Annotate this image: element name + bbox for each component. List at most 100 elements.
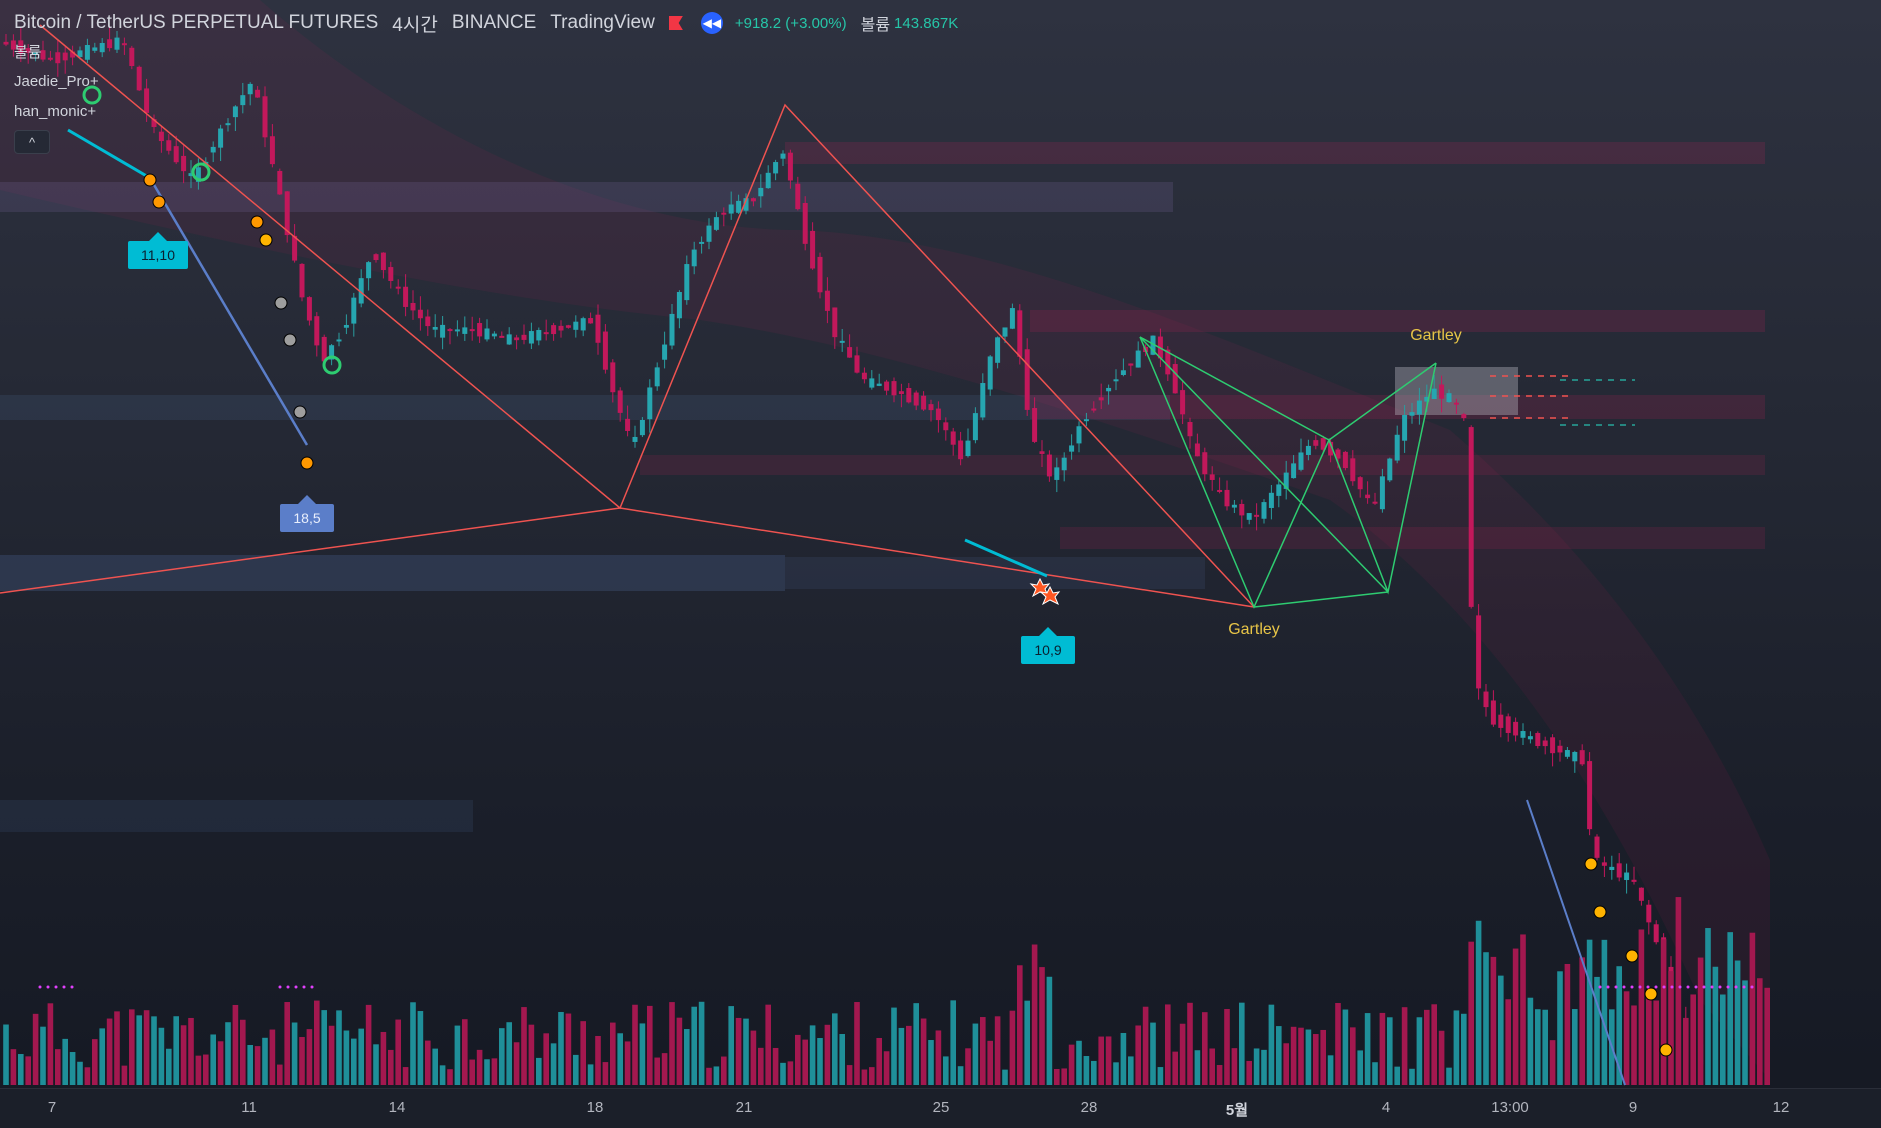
volume-bar — [795, 1034, 801, 1085]
reward-medal-icon — [300, 456, 314, 470]
candle-body — [1106, 387, 1112, 392]
candle-body — [1535, 733, 1541, 746]
volume-bar — [550, 1043, 557, 1085]
candle-body — [1224, 489, 1230, 507]
candle-body — [247, 83, 253, 95]
volume-bar — [1298, 1027, 1304, 1085]
candle-body — [1609, 866, 1615, 871]
volume-bar — [1438, 1030, 1445, 1085]
volume-bar — [195, 1055, 202, 1085]
volume-bar — [1150, 1022, 1156, 1085]
volume-bar — [1046, 976, 1053, 1085]
volume-bar — [1416, 1017, 1423, 1085]
candle-body — [417, 309, 423, 319]
volume-bar — [1549, 1040, 1556, 1085]
annotation-label: 11,10 — [128, 232, 188, 269]
volume-bar — [18, 1054, 24, 1085]
price-chart-canvas[interactable] — [0, 0, 1881, 1088]
candle-body — [1180, 390, 1186, 415]
candle-body — [1209, 474, 1215, 480]
candle-body — [1601, 862, 1607, 866]
time-tick: 5월 — [1225, 1102, 1249, 1119]
candle-body — [166, 140, 172, 151]
candle-body — [1113, 379, 1119, 382]
volume-bar — [129, 1009, 135, 1085]
volume-bar — [1601, 939, 1608, 1085]
red-flag-icon[interactable] — [668, 16, 683, 30]
candle-body — [462, 327, 468, 334]
volume-bar — [1394, 1066, 1400, 1085]
volume-bar — [10, 1049, 17, 1085]
volume-bar — [1017, 965, 1023, 1085]
circle-signal-icon — [82, 85, 102, 105]
volume-bar — [1031, 944, 1038, 1085]
volume-bar — [143, 1010, 150, 1085]
volume-bar — [743, 1018, 749, 1085]
volume-bar — [247, 1045, 253, 1085]
candle-body — [1468, 427, 1474, 607]
volume-bar — [380, 1031, 387, 1085]
volume-bar — [77, 1061, 83, 1085]
volume-bar — [1431, 1004, 1437, 1085]
volume-bar — [158, 1027, 165, 1085]
indicator-volume[interactable]: 볼륨 — [14, 43, 42, 61]
symbol-title[interactable]: Bitcoin / TetherUS PERPETUAL FUTURES — [14, 12, 379, 33]
candle-body — [972, 413, 978, 441]
candle-body — [1402, 414, 1408, 441]
collapse-chevron-icon[interactable]: ^ — [14, 130, 50, 154]
rewind-icon[interactable]: ◀◀ — [700, 12, 723, 34]
candle-body — [898, 391, 904, 395]
candle-body — [1291, 463, 1297, 479]
volume-bar — [1342, 1009, 1349, 1085]
volume-bar — [1387, 1017, 1393, 1085]
candle-body — [299, 263, 305, 298]
volume-bar — [1498, 975, 1504, 1085]
volume-label: 볼륨 — [860, 17, 891, 34]
time-axis[interactable]: 7 11 14 18 21 25 28 5월 4 13:00 9 12 — [0, 1088, 1881, 1128]
volume-bar — [1083, 1056, 1090, 1085]
zigzag-line — [39, 24, 1255, 608]
candle-body — [1254, 514, 1260, 517]
volume-bar — [780, 1062, 786, 1085]
volume-bar — [55, 1049, 61, 1085]
time-tick: 11 — [241, 1099, 257, 1116]
candle-body — [1320, 438, 1326, 450]
candle-body — [477, 323, 483, 337]
volume-bar — [713, 1066, 720, 1085]
volume-bar — [787, 1061, 794, 1085]
volume-bar — [3, 1024, 9, 1085]
pattern-label-gartley-top: Gartley — [1410, 327, 1462, 344]
volume-bar — [750, 1030, 757, 1085]
candle-body — [506, 334, 512, 345]
candle-body — [773, 162, 779, 174]
volume-bar — [1216, 1065, 1223, 1085]
candle-body — [1217, 489, 1223, 492]
candle-body — [1135, 350, 1141, 368]
volume-bar — [1468, 941, 1474, 1085]
candle-body — [810, 230, 816, 269]
volume-bar — [1231, 1048, 1238, 1085]
candle-body — [1490, 700, 1496, 725]
volume-bar — [1660, 939, 1667, 1085]
volume-bar — [972, 1023, 979, 1085]
volume-bar — [99, 1028, 105, 1085]
volume-bar — [151, 1016, 157, 1085]
candle-body — [1187, 422, 1193, 437]
volume-bar — [1646, 994, 1652, 1085]
volume-bar — [928, 1040, 934, 1085]
candle-body — [136, 66, 142, 91]
candle-body — [1624, 872, 1630, 881]
indicator-jaedie-pro[interactable]: Jaedie_Pro+ — [14, 72, 99, 90]
candle-body — [632, 436, 638, 442]
candle-body — [1017, 310, 1023, 357]
indicator-han-monic[interactable]: han_monic+ — [14, 102, 97, 120]
volume-bar — [817, 1038, 823, 1085]
volume-bar — [1720, 994, 1726, 1085]
interval-label[interactable]: 4시간 — [392, 14, 438, 36]
candle-body — [684, 264, 690, 301]
volume-bar — [47, 1003, 54, 1085]
candle-body — [1165, 349, 1171, 375]
volume-bar — [232, 1004, 239, 1085]
reward-medal-icon — [274, 296, 288, 310]
